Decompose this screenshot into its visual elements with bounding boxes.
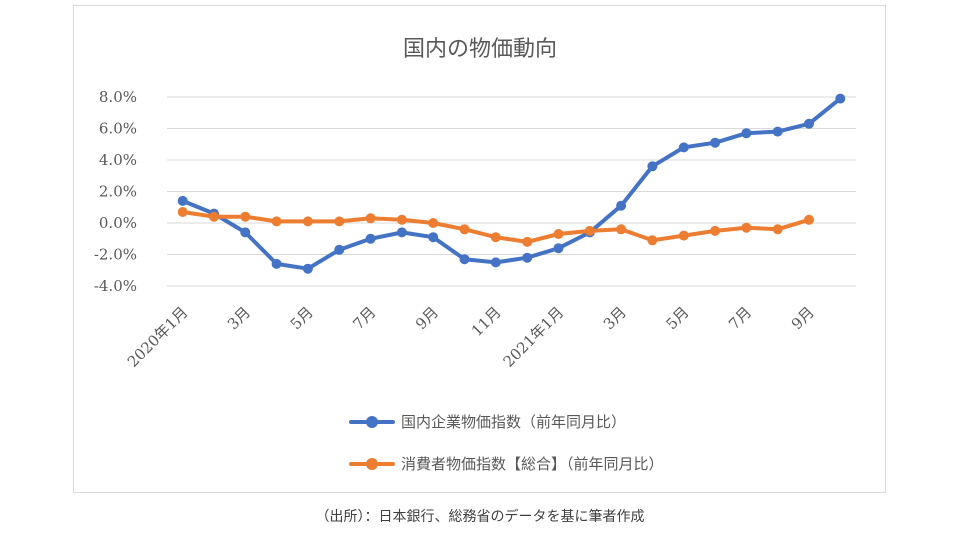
data-point-1 — [710, 225, 721, 236]
data-point-0 — [647, 161, 658, 172]
data-point-1 — [772, 224, 783, 235]
data-point-0 — [459, 254, 470, 265]
data-point-0 — [177, 195, 188, 206]
y-tick-label: 8.0% — [99, 88, 137, 106]
data-point-1 — [490, 232, 501, 243]
series-line-0 — [180, 96, 843, 271]
chart-area: 国内の物価動向 8.0% 6.0% 4.0% 2.0% 0.0% -2.0% -4.0% 2… — [73, 5, 886, 493]
data-point-1 — [459, 224, 470, 235]
data-point-0 — [804, 118, 814, 129]
data-point-1 — [678, 230, 689, 241]
y-tick-label: -4.0% — [94, 277, 137, 295]
legend-swatch-blue — [349, 415, 395, 428]
x-tick-label: 3月 — [600, 303, 630, 333]
data-point-1 — [240, 211, 251, 222]
x-tick-label: 5月 — [662, 303, 692, 333]
x-tick-label: 5月 — [287, 303, 317, 333]
legend-label: 消費者物価指数【総合】（前年同月比） — [401, 455, 664, 473]
y-tick-label: 0.0% — [99, 214, 137, 232]
x-tick-label: 7月 — [349, 303, 379, 333]
x-tick-label: 7月 — [725, 303, 755, 333]
data-point-0 — [741, 128, 752, 139]
data-point-0 — [271, 258, 282, 269]
data-point-0 — [710, 137, 721, 148]
data-point-1 — [302, 216, 313, 227]
data-point-0 — [302, 263, 313, 274]
legend-label: 国内企業物価指数（前年同月比） — [401, 413, 627, 431]
data-point-0 — [772, 126, 783, 137]
source-note: （出所）：日本銀行、総務省のデータを基に筆者作成 — [315, 509, 645, 525]
data-point-1 — [553, 229, 564, 239]
data-point-1 — [334, 216, 345, 227]
data-point-0 — [396, 227, 407, 238]
x-tick-label: 2020年1月 — [124, 303, 192, 371]
y-tick-label: 2.0% — [99, 183, 137, 201]
data-point-1 — [522, 236, 533, 247]
data-point-1 — [584, 225, 595, 236]
data-point-0 — [490, 257, 501, 268]
data-point-0 — [616, 200, 627, 211]
data-point-0 — [428, 232, 439, 243]
x-tick-label: 3月 — [224, 303, 254, 333]
y-tick-label: 4.0% — [99, 151, 137, 169]
data-point-0 — [522, 252, 533, 263]
data-point-0 — [240, 227, 251, 238]
data-point-1 — [804, 214, 814, 225]
x-tick-label: 2021年1月 — [500, 303, 568, 371]
data-point-0 — [835, 93, 846, 104]
x-tick-label: 9月 — [412, 303, 442, 333]
data-point-0 — [334, 244, 345, 255]
chart-title: 国内の物価動向 — [403, 37, 557, 62]
x-tick-label: 9月 — [788, 303, 818, 333]
data-point-0 — [365, 233, 376, 244]
legend-item-cpi: 消費者物価指数【総合】（前年同月比） — [349, 453, 664, 474]
y-tick-label: 6.0% — [99, 120, 137, 138]
legend-item-domestic-cgpi: 国内企業物価指数（前年同月比） — [349, 411, 626, 432]
data-point-1 — [616, 224, 627, 235]
data-point-0 — [553, 243, 564, 254]
data-point-1 — [365, 213, 376, 224]
data-point-1 — [271, 216, 282, 227]
line-chart: 国内の物価動向 8.0% 6.0% 4.0% 2.0% 0.0% -2.0% -4.0% 2… — [94, 37, 856, 371]
x-tick-label: 11月 — [468, 303, 505, 340]
data-point-1 — [209, 211, 219, 222]
y-tick-label: -2.0% — [94, 246, 137, 264]
legend-swatch-orange — [349, 457, 395, 470]
data-point-1 — [428, 218, 439, 228]
data-point-1 — [177, 207, 188, 217]
data-point-1 — [741, 222, 752, 233]
data-point-1 — [396, 214, 407, 225]
data-point-1 — [647, 235, 658, 246]
data-point-0 — [678, 142, 689, 153]
